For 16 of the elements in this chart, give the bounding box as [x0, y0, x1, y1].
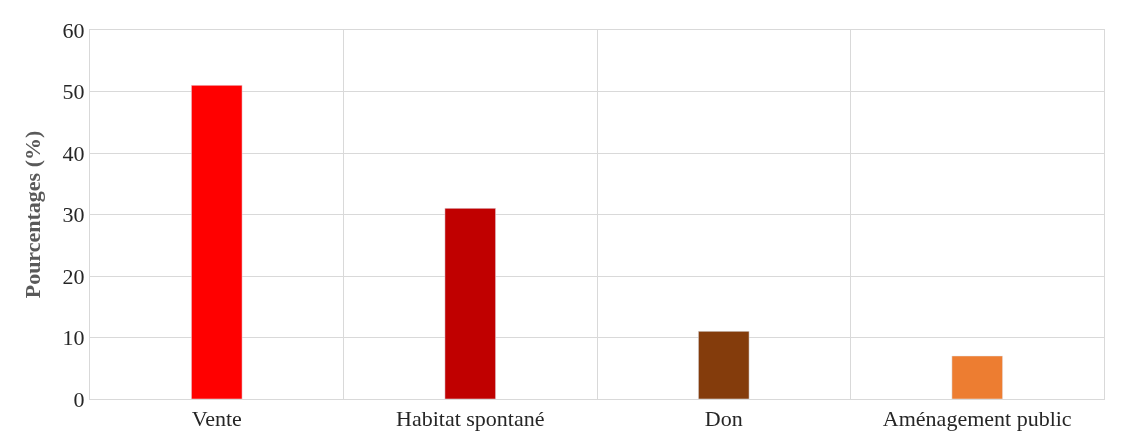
y-tick-label: 0	[73, 386, 85, 412]
bar	[698, 331, 750, 399]
bar	[951, 355, 1003, 399]
y-axis-title: Pourcentages (%)	[20, 130, 46, 299]
y-tick-label: 50	[62, 79, 85, 105]
y-tick-label: 60	[62, 17, 85, 43]
bar	[191, 85, 243, 399]
bar	[444, 208, 496, 399]
x-tick-label: Aménagement public	[882, 406, 1072, 432]
y-tick-label: 30	[62, 202, 85, 228]
y-tick-label: 10	[62, 325, 85, 351]
x-tick-label: Don	[704, 406, 743, 432]
x-tick-label: Habitat spontané	[396, 406, 545, 432]
x-tick-label: Vente	[191, 406, 242, 432]
y-tick-label: 40	[62, 140, 85, 166]
y-tick-label: 20	[62, 263, 85, 289]
